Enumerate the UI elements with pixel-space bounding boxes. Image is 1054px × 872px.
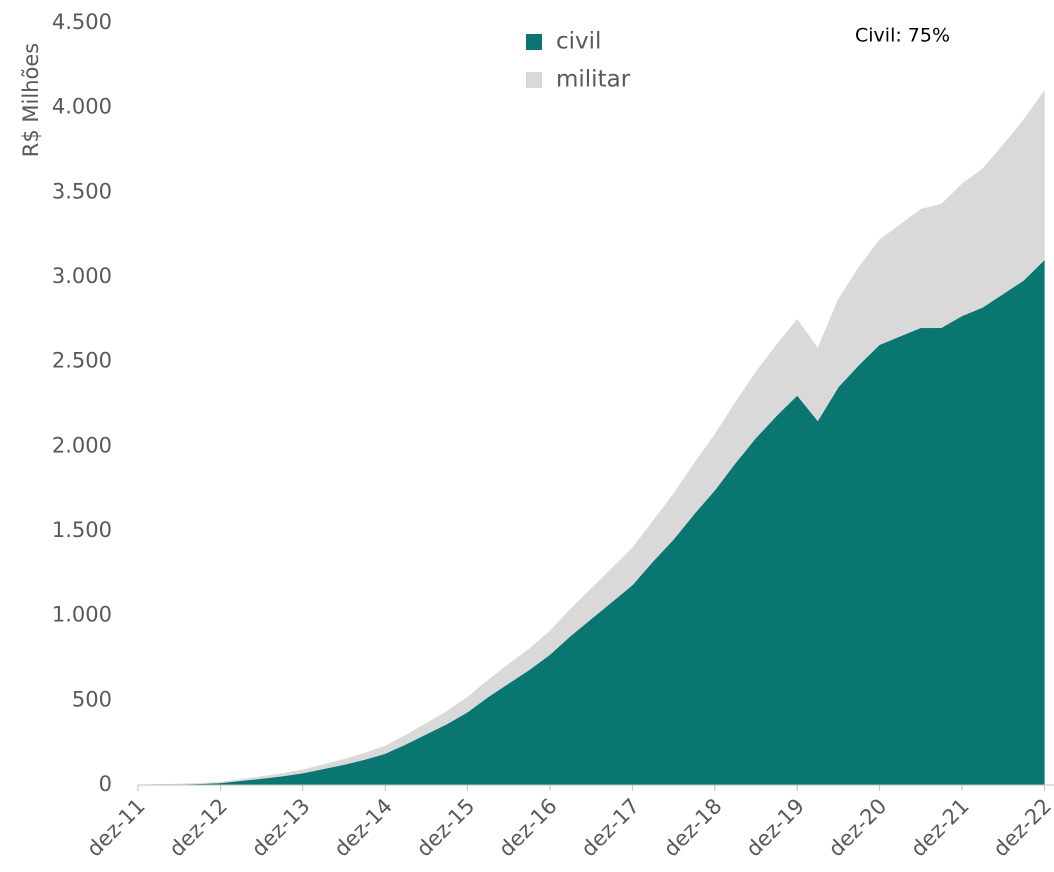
y-tick-label: 3.500 — [52, 179, 112, 203]
legend-label: militar — [556, 67, 631, 93]
y-tick-label: 1.000 — [52, 603, 112, 627]
y-tick-label: 2.500 — [52, 349, 112, 373]
x-tick-label: dez-16 — [494, 794, 562, 862]
x-tick-label: dez-19 — [741, 794, 809, 862]
x-tick-label: dez-11 — [82, 794, 150, 862]
x-tick-label: dez-17 — [577, 794, 645, 862]
x-tick-label: dez-20 — [824, 794, 892, 862]
y-tick-label: 1.500 — [52, 518, 112, 542]
x-tick-label: dez-18 — [659, 794, 727, 862]
area-civil — [137, 259, 1045, 786]
x-tick-label: dez-21 — [906, 794, 974, 862]
legend-label: civil — [556, 29, 601, 55]
x-tick-label: dez-15 — [412, 794, 480, 862]
annotation: Civil: 75% — [855, 25, 950, 47]
x-tick-label: dez-12 — [165, 794, 233, 862]
y-tick-label: 2.000 — [52, 433, 112, 457]
area-militar — [137, 89, 1045, 786]
y-tick-label: 4.500 — [52, 10, 112, 34]
x-tick-label: dez-13 — [247, 794, 315, 862]
y-tick-label: 0 — [99, 772, 112, 796]
x-tick-label: dez-14 — [329, 794, 397, 862]
y-tick-label: 500 — [72, 687, 112, 711]
y-tick-label: 4.000 — [52, 95, 112, 119]
y-axis-label: R$ Milhões — [19, 43, 43, 157]
legend-swatch — [526, 72, 542, 88]
legend-swatch — [526, 34, 542, 50]
x-tick-label: dez-22 — [989, 794, 1054, 862]
y-tick-label: 3.000 — [52, 264, 112, 288]
